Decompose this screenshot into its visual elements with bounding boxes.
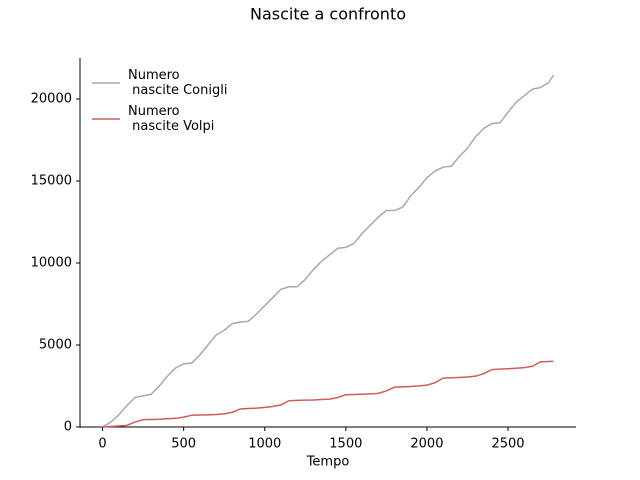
y-tick-label: 10000 — [31, 256, 72, 271]
x-axis-label: Tempo — [306, 455, 350, 470]
data-line — [102, 360, 554, 428]
chart-title: Nascite a confronto — [250, 5, 406, 24]
legend-label: Numero nascite Volpi — [128, 104, 215, 134]
legend: Numero nascite Conigli Numero nascite Vol… — [90, 68, 227, 140]
y-tick-label: 20000 — [31, 92, 72, 107]
legend-swatch — [92, 118, 120, 120]
x-tick-label: 1500 — [329, 437, 362, 452]
data-line — [102, 74, 555, 428]
y-tick-label: 5000 — [39, 338, 72, 353]
x-tick-label: 1000 — [248, 437, 281, 452]
x-tick-label: 0 — [98, 437, 106, 452]
y-tick-label: 0 — [64, 420, 72, 435]
legend-entry: Numero nascite Volpi — [90, 104, 227, 134]
legend-swatch — [92, 82, 120, 84]
legend-label: Numero nascite Conigli — [128, 68, 228, 98]
y-tick-label: 15000 — [31, 174, 72, 189]
x-tick-label: 500 — [171, 437, 196, 452]
x-tick-label: 2500 — [491, 437, 524, 452]
x-tick-label: 2000 — [410, 437, 443, 452]
legend-entry: Numero nascite Conigli — [90, 68, 227, 98]
